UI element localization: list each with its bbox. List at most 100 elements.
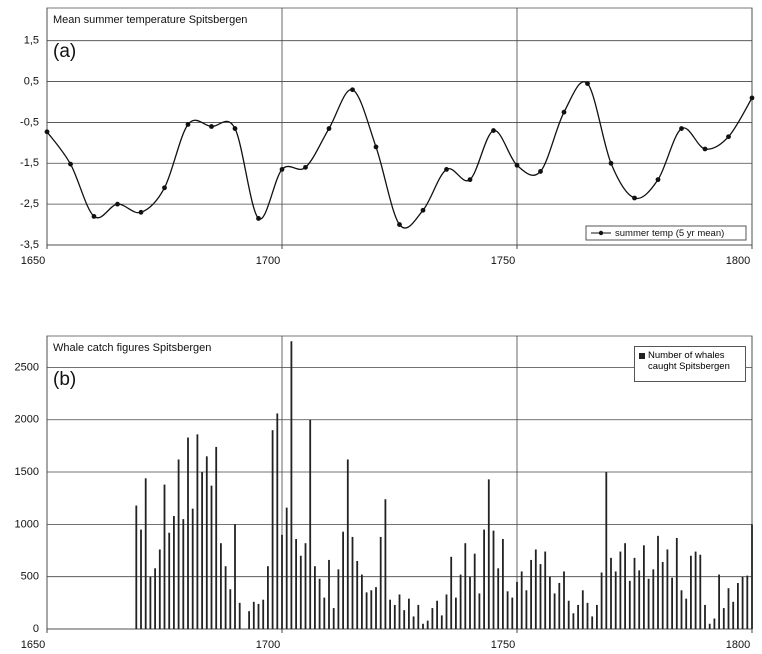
chart-title: Whale catch figures Spitsbergen — [53, 342, 211, 354]
bar — [267, 566, 269, 629]
bar — [332, 608, 335, 629]
bar — [412, 616, 415, 629]
marker — [303, 164, 308, 170]
bar — [690, 555, 692, 629]
bar — [252, 601, 255, 629]
bar — [393, 604, 396, 629]
bar — [173, 515, 175, 629]
marker — [514, 162, 520, 168]
marker — [608, 160, 614, 166]
bar — [464, 543, 467, 629]
bar — [328, 559, 330, 629]
bar — [704, 604, 706, 629]
bar — [426, 620, 429, 629]
marker — [420, 207, 426, 213]
y-tick-label: 2500 — [15, 361, 39, 373]
bar — [600, 572, 603, 629]
bar — [737, 582, 739, 629]
bar — [445, 594, 448, 629]
bar — [365, 592, 368, 629]
x-tick-label: 1650 — [21, 255, 45, 267]
bar — [473, 553, 476, 629]
bar — [271, 430, 274, 629]
bar — [422, 623, 424, 629]
bar — [229, 589, 232, 629]
bar — [187, 437, 189, 629]
bar — [614, 571, 617, 629]
bar — [638, 570, 641, 629]
bar — [722, 608, 725, 629]
bar — [375, 587, 377, 629]
legend: Number of whales caught Spitsbergen — [634, 346, 746, 382]
x-tick-label: 1700 — [256, 255, 280, 267]
y-tick-label: 0,5 — [24, 75, 39, 87]
bar — [539, 564, 542, 629]
legend-label: Number of whales caught Spitsbergen — [648, 350, 730, 372]
y-tick-label: 1000 — [15, 518, 39, 530]
marker — [726, 134, 731, 140]
marker — [326, 126, 332, 131]
bar — [633, 557, 636, 629]
bar — [205, 456, 208, 629]
x-tick-label: 1800 — [726, 639, 750, 651]
bar — [299, 555, 302, 629]
bar — [337, 569, 340, 629]
bar — [224, 566, 227, 629]
bar — [210, 485, 213, 629]
marker — [467, 177, 473, 183]
bar — [215, 446, 218, 629]
bar — [591, 616, 594, 629]
bar — [140, 529, 142, 629]
bar — [685, 598, 688, 629]
y-tick-label: -0,5 — [20, 116, 39, 128]
x-tick-label: 1650 — [21, 639, 45, 651]
bar — [379, 536, 382, 629]
bar — [647, 578, 650, 629]
marker — [397, 222, 402, 227]
bar — [290, 341, 293, 629]
bar — [177, 459, 180, 629]
bar — [506, 591, 509, 629]
marker — [561, 109, 567, 115]
bar — [450, 556, 453, 629]
bar — [361, 574, 363, 629]
y-tick-label: -1,5 — [20, 157, 39, 169]
chart-title: Mean summer temperature Spitsbergen — [53, 14, 247, 26]
bar — [257, 603, 260, 629]
bar — [346, 459, 349, 629]
bar — [281, 534, 283, 629]
bar — [417, 604, 420, 629]
bar — [732, 601, 735, 629]
bar — [530, 559, 532, 629]
marker — [279, 167, 285, 172]
marker — [632, 195, 637, 201]
bar — [708, 623, 711, 629]
legend-marker — [598, 230, 604, 236]
bar — [563, 571, 565, 629]
bar — [680, 590, 683, 629]
bar — [544, 551, 547, 629]
bar — [643, 545, 645, 629]
bar — [144, 478, 147, 629]
bar — [276, 413, 279, 629]
bar — [342, 531, 344, 629]
marker — [350, 87, 355, 93]
marker — [138, 209, 144, 215]
marker — [702, 146, 708, 152]
bar — [408, 598, 410, 629]
bar — [389, 599, 391, 629]
bar — [370, 590, 373, 629]
y-tick-label: -2,5 — [20, 198, 39, 210]
bar — [596, 604, 598, 629]
bar — [502, 539, 504, 629]
y-tick-label: 500 — [21, 571, 39, 583]
marker — [655, 177, 661, 183]
x-tick-label: 1750 — [491, 255, 515, 267]
marker — [209, 124, 214, 129]
marker — [444, 167, 449, 172]
bar — [652, 569, 655, 629]
bar — [520, 571, 523, 629]
bar — [577, 604, 579, 629]
bar — [154, 568, 156, 629]
bar — [586, 602, 589, 629]
